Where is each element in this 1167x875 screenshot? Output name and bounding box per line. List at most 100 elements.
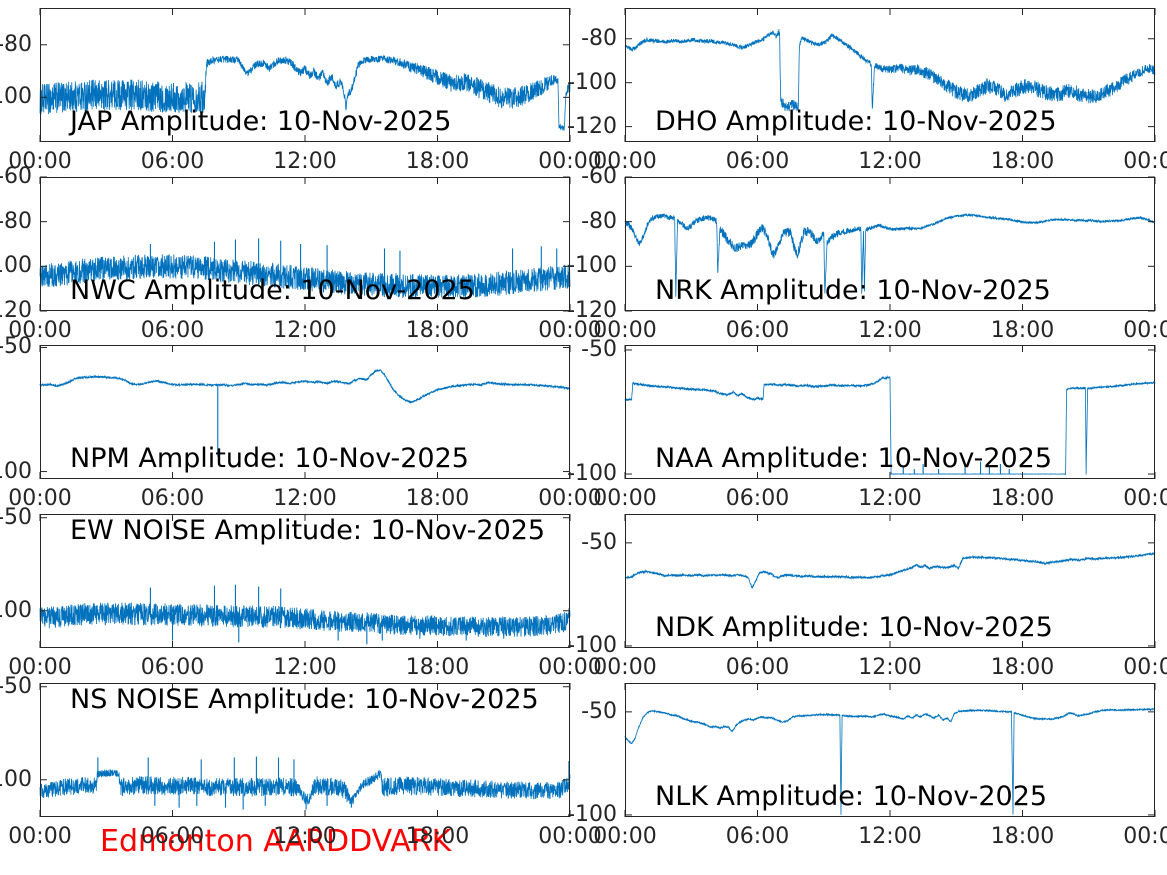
y-tick-label: -120 [0,298,32,323]
x-tick-label: 06:00 [725,655,790,680]
axes-box-ndk [624,514,1156,648]
axes-box-ew-noise [39,514,571,648]
y-tick-label: -60 [581,164,617,189]
amplitude-trace-nrk [624,212,1156,297]
x-tick-label: 00:00 [538,655,602,680]
y-tick-label: -120 [567,298,617,323]
x-tick-label: 12:00 [858,486,922,511]
x-tick-label: 00:00 [8,824,72,849]
y-tick-label: -50 [0,673,32,699]
x-tick-label: 18:00 [990,318,1055,343]
plot-title-ew-noise: EW NOISE Amplitude: 10-Nov-2025 [70,515,546,546]
x-tick-label: 00:00 [538,318,602,343]
x-tick-label: 06:00 [140,486,205,511]
y-tick-label: -50 [0,504,32,530]
x-tick-label: 00:00 [1123,655,1167,680]
amplitude-trace-nlk [624,707,1156,815]
x-tick-label: 12:00 [858,824,922,849]
axes-box-nwc [39,176,571,312]
x-tick-label: 00:00 [593,655,657,680]
x-tick-label: 00:00 [593,824,657,849]
x-tick-label: 06:00 [140,318,205,343]
x-tick-label: 18:00 [405,318,470,343]
x-tick-label: 12:00 [858,655,922,680]
y-tick-label: -80 [581,208,617,234]
y-tick-label: -80 [0,208,32,234]
x-tick-label: 00:00 [593,149,657,174]
x-tick-label: 18:00 [990,655,1055,680]
amplitude-trace-dho [624,28,1156,112]
plot-title-dho: DHO Amplitude: 10-Nov-2025 [655,106,1057,137]
axes-box-nlk [624,683,1156,817]
plot-title-npm: NPM Amplitude: 10-Nov-2025 [70,443,469,474]
plot-title-nlk: NLK Amplitude: 10-Nov-2025 [655,781,1048,812]
x-tick-label: 18:00 [405,655,470,680]
amplitude-trace-ndk [624,551,1156,589]
x-tick-label: 00:00 [1123,318,1167,343]
x-tick-label: 00:00 [1123,486,1167,511]
amplitude-trace-ns-noise [39,768,571,806]
x-tick-label: 06:00 [725,824,790,849]
y-tick-label: -100 [0,597,32,623]
y-tick-label: -100 [567,461,617,487]
plot-title-ns-noise: NS NOISE Amplitude: 10-Nov-2025 [70,684,539,715]
x-tick-label: 12:00 [858,149,922,174]
y-tick-label: -100 [567,801,617,827]
y-tick-label: -100 [0,84,32,110]
y-tick-label: -100 [567,632,617,658]
y-tick-label: -50 [0,334,32,360]
x-tick-label: 06:00 [140,655,205,680]
x-tick-label: 00:00 [1123,149,1167,174]
y-tick-label: -100 [0,253,32,279]
x-tick-label: 00:00 [1123,824,1167,849]
plot-title-jap: JAP Amplitude: 10-Nov-2025 [70,106,452,137]
x-tick-label: 06:00 [725,318,790,343]
axes-box-npm [39,345,571,479]
x-tick-label: 12:00 [273,824,337,849]
axes-box-dho [624,8,1156,142]
axes-box-nrk [624,176,1156,312]
plot-title-nrk: NRK Amplitude: 10-Nov-2025 [655,275,1051,306]
amplitude-trace-naa [624,375,1156,475]
y-tick-label: -50 [581,336,617,362]
x-tick-label: 18:00 [990,149,1055,174]
footer-annotation: Edmonton AARDDVARK [100,824,452,859]
x-tick-label: 18:00 [405,149,470,174]
y-tick-label: -100 [0,458,32,484]
plot-title-naa: NAA Amplitude: 10-Nov-2025 [655,443,1053,474]
y-tick-label: -50 [581,698,617,724]
y-tick-label: -120 [567,113,617,139]
y-tick-label: -80 [0,31,32,57]
x-tick-label: 18:00 [405,486,470,511]
x-tick-label: 00:00 [8,486,72,511]
x-tick-label: 12:00 [273,318,337,343]
x-tick-label: 18:00 [990,824,1055,849]
y-tick-label: -50 [581,529,617,555]
x-tick-label: 00:00 [593,318,657,343]
x-tick-label: 00:00 [8,655,72,680]
x-tick-label: 00:00 [538,149,602,174]
axes-box-ns-noise [39,683,571,817]
x-tick-label: 00:00 [8,149,72,174]
y-tick-label: -100 [567,69,617,95]
axes-box-jap [39,8,571,142]
amplitude-trace-jap [39,55,571,131]
axes-box-naa [624,345,1156,479]
y-tick-label: -100 [567,253,617,279]
x-tick-label: 00:00 [8,318,72,343]
x-tick-label: 00:00 [538,486,602,511]
plot-title-ndk: NDK Amplitude: 10-Nov-2025 [655,612,1053,643]
y-tick-label: -80 [581,25,617,51]
amplitude-trace-ew-noise [39,602,571,637]
x-tick-label: 00:00 [593,486,657,511]
x-tick-label: 00:00 [538,824,602,849]
